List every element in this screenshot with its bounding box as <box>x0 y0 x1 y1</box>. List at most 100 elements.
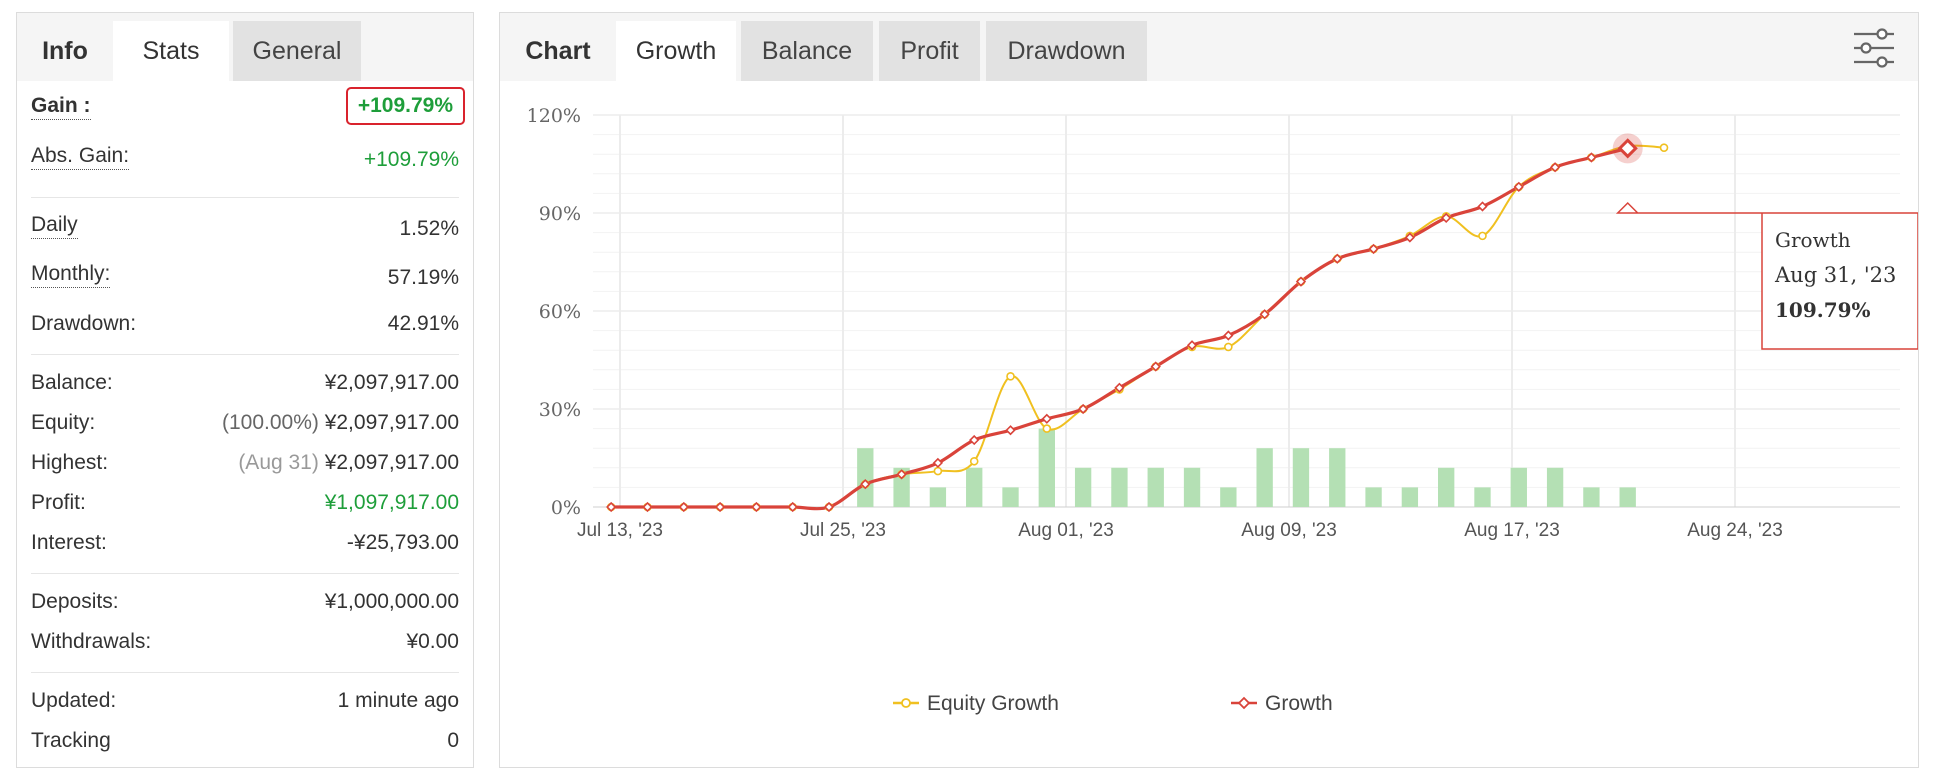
daily-row: Daily 1.52% <box>31 212 459 246</box>
daily-bar <box>1546 467 1564 507</box>
daily-bar <box>1292 448 1310 507</box>
tracking-row: Tracking 0 <box>31 724 459 758</box>
chart-settings-icon[interactable] <box>1852 28 1896 68</box>
daily-bar <box>1438 467 1455 507</box>
daily-bar <box>1510 467 1527 507</box>
tooltip-box <box>1615 201 1918 350</box>
growth-point <box>823 501 835 513</box>
daily-bar <box>1183 467 1201 507</box>
highest-date: (Aug 31) <box>238 451 319 474</box>
daily-label[interactable]: Daily <box>31 212 78 239</box>
growth-point <box>1223 330 1234 341</box>
highlight-point <box>1617 138 1638 159</box>
growth-point <box>860 479 871 490</box>
equity-growth-point <box>1224 342 1233 352</box>
equity-growth-point <box>1478 231 1487 241</box>
y-tick-label: 120% <box>527 105 581 127</box>
highest-row: Highest: (Aug 31) ¥2,097,917.00 <box>31 446 459 480</box>
updated-value: 1 minute ago <box>337 689 459 712</box>
tab-profit[interactable]: Profit <box>879 21 980 81</box>
daily-bar <box>1619 487 1636 507</box>
growth-point <box>1368 243 1379 255</box>
equity-growth-point <box>933 466 943 476</box>
balance-row: Balance: ¥2,097,917.00 <box>31 366 459 400</box>
drawdown-row: Drawdown: 42.91% <box>31 307 459 341</box>
tab-growth[interactable]: Growth <box>616 21 736 81</box>
daily-bar <box>857 448 874 507</box>
y-axis-labels: 0% 30% 60% 90% 120% <box>527 105 581 519</box>
tooltip-value: 109.79% <box>1775 298 1871 322</box>
growth-point <box>896 469 907 480</box>
growth-point <box>1259 309 1270 320</box>
tab-stats[interactable]: Stats <box>113 21 229 81</box>
daily-bar <box>1147 467 1164 507</box>
deposits-value: ¥1,000,000.00 <box>324 590 459 613</box>
equity-growth-line <box>611 144 1665 510</box>
growth-point <box>1586 152 1597 163</box>
highest-value: ¥2,097,917.00 <box>324 451 459 474</box>
equity-label: Equity: <box>31 411 96 434</box>
growth-point <box>642 501 653 513</box>
tab-drawdown[interactable]: Drawdown <box>986 21 1147 81</box>
legend-swatch-marker <box>1237 696 1251 710</box>
x-axis-labels: Jul 13, '23 Jul 25, '23 Aug 01, '23 Aug 09,… <box>577 520 1783 541</box>
withdrawals-label: Withdrawals: <box>31 630 152 653</box>
chart-tooltip: Growth Aug 31, '23 109.79% <box>1612 133 1918 350</box>
y-tick-label: 30% <box>539 399 581 421</box>
equity-growth-point <box>1006 372 1015 381</box>
x-tick-label: Aug 09, '23 <box>1241 520 1337 541</box>
interest-row: Interest: -¥25,793.00 <box>31 526 459 560</box>
highest-value-group: (Aug 31) ¥2,097,917.00 <box>238 446 459 480</box>
growth-line <box>611 146 1629 511</box>
tracking-value: 0 <box>447 729 459 752</box>
growth-point <box>1477 201 1488 212</box>
legend-swatch-marker <box>901 698 911 708</box>
y-tick-label: 0% <box>551 497 581 519</box>
monthly-label[interactable]: Monthly: <box>31 261 111 288</box>
daily-bar <box>929 487 947 507</box>
drawdown-label: Drawdown: <box>31 312 137 335</box>
equity-percent: (100.00%) <box>221 411 319 434</box>
abs-gain-value: +109.79% <box>363 148 459 171</box>
daily-bar <box>1038 428 1055 507</box>
withdrawals-row: Withdrawals: ¥0.00 <box>31 625 459 659</box>
legend-label: Equity Growth <box>927 692 1059 715</box>
gain-row: Gain : +109.79% <box>31 87 465 127</box>
daily-bar <box>1474 487 1491 507</box>
monthly-row: Monthly: 57.19% <box>31 261 459 295</box>
equity-value-group: (100.00%) ¥2,097,917.00 <box>222 406 459 440</box>
y-tick-label: 60% <box>539 301 581 323</box>
gain-label[interactable]: Gain : <box>31 93 91 120</box>
growth-point <box>1150 361 1161 372</box>
growth-point <box>1295 276 1307 287</box>
growth-point <box>1332 253 1343 264</box>
growth-point <box>1077 403 1089 415</box>
growth-chart: 0% 30% 60% 90% 120% Jul 13, '23 Jul 25, '23 Au… <box>527 105 1918 715</box>
daily-bar <box>1074 467 1092 507</box>
daily-bar <box>966 467 983 507</box>
chart-gridlines <box>593 114 1900 508</box>
abs-gain-label[interactable]: Abs. Gain: <box>31 143 130 170</box>
growth-point <box>1404 232 1416 243</box>
stats-tabbar: Info Stats General <box>17 13 473 81</box>
chart-legend: Equity Growth Growth <box>893 692 1333 715</box>
chart-tabbar: Chart Growth Balance Profit Drawdown <box>500 13 1918 81</box>
balance-value: ¥2,097,917.00 <box>324 371 459 394</box>
interest-label: Interest: <box>31 531 107 554</box>
deposits-row: Deposits: ¥1,000,000.00 <box>31 585 459 619</box>
x-tick-label: Aug 01, '23 <box>1018 520 1114 541</box>
updated-row: Updated: 1 minute ago <box>31 684 459 718</box>
growth-point <box>787 501 798 513</box>
daily-bar <box>1256 448 1273 507</box>
chart-panel: Chart Growth Balance Profit Drawdown 0% 3… <box>499 12 1919 768</box>
growth-point <box>1114 382 1125 393</box>
x-tick-label: Aug 24, '23 <box>1687 520 1783 541</box>
x-tick-label: Jul 13, '23 <box>577 520 663 541</box>
legend-label: Growth <box>1265 692 1333 715</box>
tab-general[interactable]: General <box>233 21 361 81</box>
divider <box>31 354 459 355</box>
chart-series <box>606 141 1669 513</box>
y-tick-label: 90% <box>539 203 581 225</box>
tab-balance[interactable]: Balance <box>741 21 873 81</box>
balance-label: Balance: <box>31 371 113 394</box>
